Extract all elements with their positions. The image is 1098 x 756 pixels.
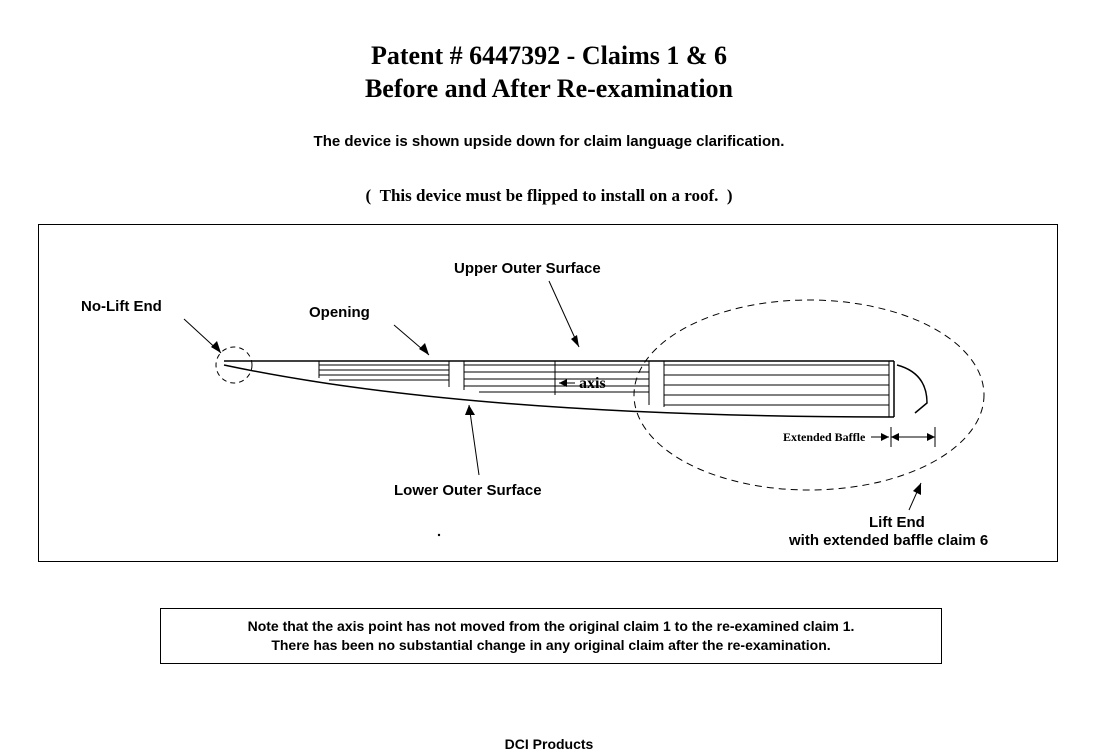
baffle-dimension xyxy=(891,427,935,447)
label-axis: axis xyxy=(579,375,606,392)
title-block: Patent # 6447392 - Claims 1 & 6 Before a… xyxy=(0,0,1098,105)
label-upper-outer-surface: Upper Outer Surface xyxy=(454,260,601,277)
stray-dot xyxy=(438,534,440,536)
diagram-box: Upper Outer Surface No-Lift End Opening … xyxy=(38,224,1058,562)
extended-baffle-curve xyxy=(897,365,927,413)
note-line-2: There has been no substantial change in … xyxy=(171,636,931,655)
label-no-lift-end: No-Lift End xyxy=(81,298,162,315)
footer-company: DCI Products xyxy=(0,736,1098,752)
label-opening: Opening xyxy=(309,304,370,321)
arrow-opening xyxy=(419,343,429,355)
title-line-2: Before and After Re-examination xyxy=(0,73,1098,106)
label-lift-end: Lift End xyxy=(869,514,925,531)
paren-close: ) xyxy=(727,186,733,205)
arrow-no-lift xyxy=(211,341,221,353)
label-extended-baffle: Extended Baffle xyxy=(783,430,866,444)
section-right xyxy=(664,361,889,417)
label-lower-outer-surface: Lower Outer Surface xyxy=(394,482,542,499)
leader-lower-outer xyxy=(469,405,479,475)
paren-open: ( xyxy=(365,186,371,205)
flip-note-text: This device must be flipped to install o… xyxy=(380,186,719,205)
patent-diagram-svg: Upper Outer Surface No-Lift End Opening … xyxy=(39,225,1057,561)
note-box: Note that the axis point has not moved f… xyxy=(160,608,942,664)
subtitle: The device is shown upside down for clai… xyxy=(0,133,1098,150)
title-line-1: Patent # 6447392 - Claims 1 & 6 xyxy=(0,40,1098,73)
note-line-1: Note that the axis point has not moved f… xyxy=(171,617,931,636)
section-mid xyxy=(464,361,649,405)
no-lift-circle xyxy=(216,347,252,383)
section-left xyxy=(319,361,449,387)
arrow-ext-baffle xyxy=(881,433,889,441)
arrow-lower-outer xyxy=(465,405,475,415)
device-lower-curve xyxy=(224,365,894,417)
arrow-upper-outer xyxy=(571,335,579,347)
flip-note: ( This device must be flipped to install… xyxy=(0,186,1098,206)
label-lift-end-sub: with extended baffle claim 6 xyxy=(788,532,988,549)
